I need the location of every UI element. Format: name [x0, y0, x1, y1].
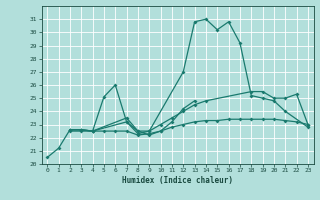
X-axis label: Humidex (Indice chaleur): Humidex (Indice chaleur)	[122, 176, 233, 185]
